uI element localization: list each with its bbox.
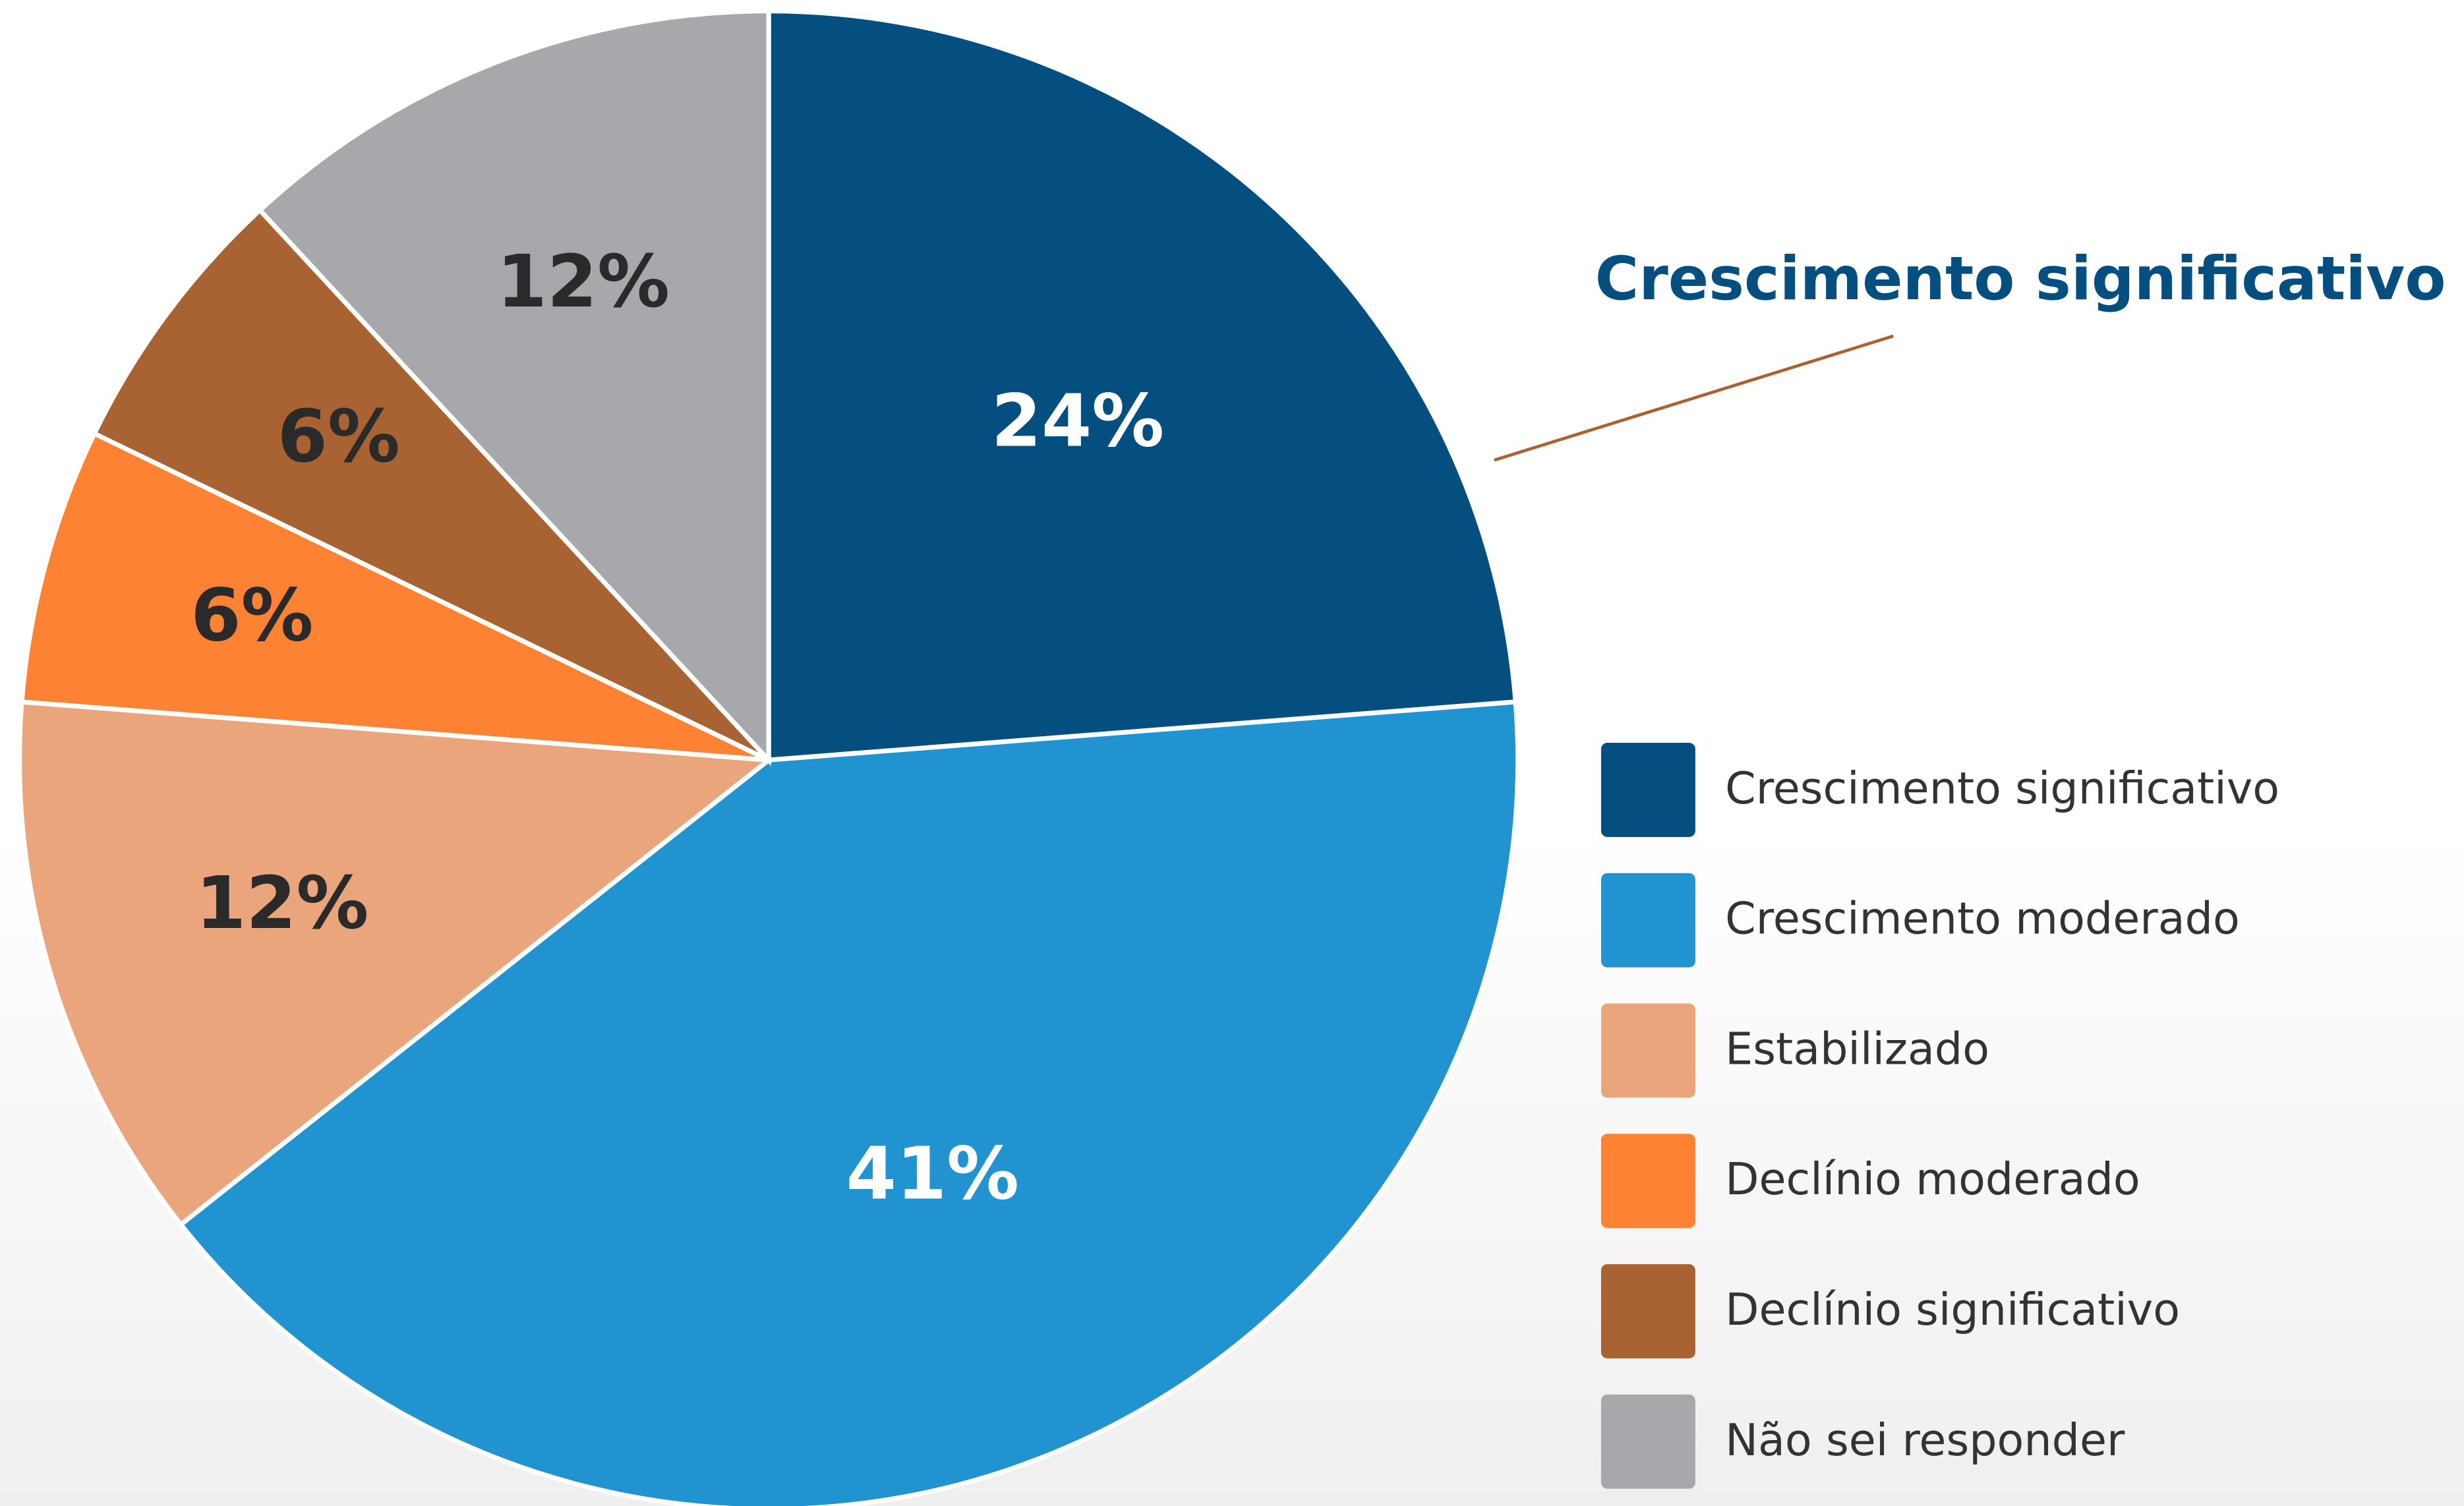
callout-line [1494,334,1894,462]
legend-swatch [1600,743,1695,837]
legend-swatch [1600,873,1695,968]
slice-label: 6% [278,394,400,478]
slice-label: 24% [991,379,1164,463]
pie-slice [766,9,1519,763]
annotation: Crescimento significativo [1595,245,2446,314]
legend-label: Crescimento moderado [1725,893,2240,944]
slice-label: 41% [846,1131,1019,1215]
slice-label: 6% [191,573,313,657]
legend-swatch [1600,1003,1695,1098]
slice-label: 12% [497,239,670,324]
pie-slice [17,699,775,1228]
legend-swatch [1600,1394,1695,1489]
slice-label: 12% [196,861,368,945]
legend-label: Declínio significativo [1725,1284,2180,1335]
pie-slice [19,430,770,763]
pie-slice [177,699,1521,1506]
legend-label: Crescimento significativo [1725,763,2279,814]
pie-slice [91,206,771,763]
legend-label: Declínio moderado [1725,1153,2140,1205]
legend-swatch [1600,1264,1695,1359]
legend-label: Estabilizado [1725,1023,1989,1074]
legend-label: Não sei responder [1725,1414,2125,1466]
pie-slice [256,9,771,767]
legend-swatch [1600,1134,1695,1229]
